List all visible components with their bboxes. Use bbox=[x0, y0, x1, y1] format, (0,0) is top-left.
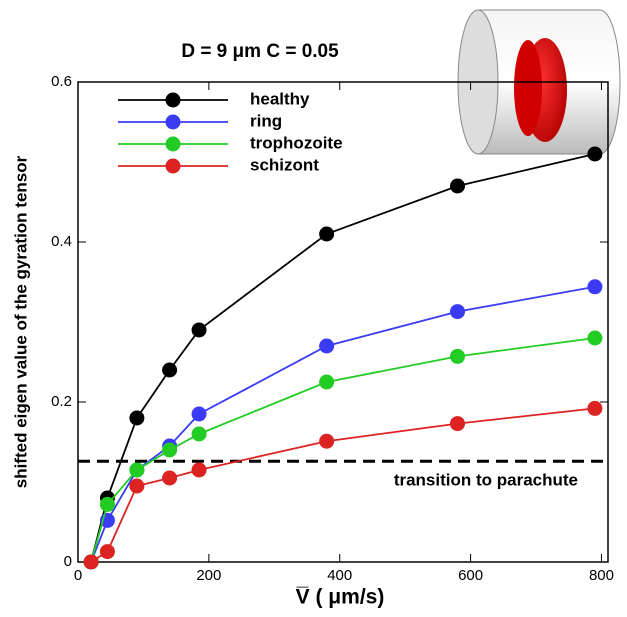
y-tick-label: 0.2 bbox=[51, 393, 72, 410]
x-tick-label: 400 bbox=[327, 567, 352, 584]
legend-label: ring bbox=[250, 111, 282, 130]
data-point bbox=[191, 406, 207, 422]
data-point bbox=[450, 304, 466, 320]
legend-label: healthy bbox=[250, 89, 310, 108]
data-point bbox=[191, 322, 207, 338]
data-point bbox=[191, 462, 207, 478]
data-point bbox=[450, 416, 466, 432]
data-point bbox=[319, 338, 335, 354]
legend-label: trophozoite bbox=[250, 133, 343, 152]
data-point bbox=[129, 410, 145, 426]
data-point bbox=[83, 554, 99, 570]
data-point bbox=[587, 400, 603, 416]
data-point bbox=[162, 470, 178, 486]
threshold-label: transition to parachute bbox=[394, 471, 578, 490]
data-point bbox=[191, 426, 207, 442]
legend-label: schizont bbox=[250, 155, 319, 174]
data-point bbox=[99, 496, 115, 512]
data-point bbox=[587, 279, 603, 295]
x-tick-label: 0 bbox=[74, 567, 82, 584]
x-tick-label: 800 bbox=[589, 567, 614, 584]
data-point bbox=[319, 226, 335, 242]
x-tick-label: 200 bbox=[196, 567, 221, 584]
legend-marker bbox=[165, 136, 181, 152]
data-point bbox=[129, 462, 145, 478]
y-axis-label: shifted eigen value of the gyration tens… bbox=[11, 155, 30, 488]
data-point bbox=[587, 330, 603, 346]
data-point bbox=[129, 478, 145, 494]
data-point bbox=[587, 146, 603, 162]
data-point bbox=[319, 374, 335, 390]
data-point bbox=[319, 433, 335, 449]
series-line bbox=[90, 153, 596, 563]
series-line bbox=[90, 285, 596, 563]
legend-marker bbox=[165, 158, 181, 174]
data-point bbox=[99, 544, 115, 560]
plot-frame bbox=[77, 81, 609, 563]
x-axis-label: V̅ ( μm/s) bbox=[296, 586, 385, 609]
chart-title: D = 9 μm C = 0.05 bbox=[181, 41, 339, 62]
x-tick-label: 600 bbox=[458, 567, 483, 584]
legend-marker bbox=[165, 92, 181, 108]
data-point bbox=[450, 178, 466, 194]
data-point bbox=[162, 362, 178, 378]
legend-marker bbox=[165, 114, 181, 130]
y-tick-label: 0.4 bbox=[51, 233, 72, 250]
data-point bbox=[162, 442, 178, 458]
y-tick-label: 0.6 bbox=[51, 73, 72, 90]
series-line bbox=[90, 407, 596, 563]
series-line bbox=[90, 337, 596, 563]
data-point bbox=[450, 348, 466, 364]
y-tick-label: 0 bbox=[64, 553, 72, 570]
